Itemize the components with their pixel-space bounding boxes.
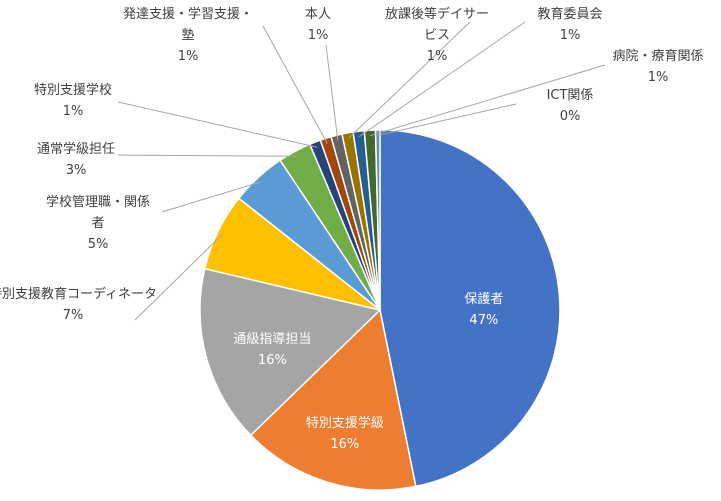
slice-label-9: 放課後等デイサービス [385,6,489,43]
slice-percent-9: 1% [427,49,448,64]
leader-line-6 [117,101,318,148]
leader-line-10 [359,21,526,138]
leader-line-4 [161,181,262,213]
leader-line-12 [377,103,517,136]
slice-label-6: 特別支援学校 [34,82,112,98]
leader-line-9 [348,21,471,139]
leader-line-5 [117,154,298,157]
slice-label-10: 教育委員会 [537,6,602,22]
slices-layer [199,129,561,491]
slice-percent-2: 16% [258,353,287,368]
slice-label-0: 保護者 [464,291,503,307]
slice-percent-8: 1% [308,28,329,43]
slice-percent-4: 5% [88,237,109,252]
slice-label-8: 本人 [305,7,331,22]
slice-label-2: 通級指導担当 [233,332,311,347]
leader-line-3 [134,233,224,321]
leader-line-8 [325,44,339,141]
slice-percent-1: 16% [330,437,359,452]
leader-line-11 [370,64,606,137]
leader-line-7 [262,25,328,144]
slice-percent-5: 3% [66,163,87,178]
slice-percent-0: 47% [469,313,498,328]
slice-label-7: 発達支援・学習支援・塾 [123,6,253,43]
slice-percent-12: 0% [560,109,581,124]
leader-lines-layer [117,21,606,321]
slice-percent-6: 1% [63,104,84,119]
slice-label-12: ICT関係 [547,88,594,103]
slice-label-4: 学校管理職・関係者 [46,194,150,231]
slice-percent-7: 1% [178,49,199,64]
slice-label-1: 特別支援学級 [306,415,384,431]
slice-1 [249,308,417,491]
slice-percent-10: 1% [560,28,581,43]
slice-12 [374,129,381,311]
slice-2 [199,267,382,437]
slice-label-3: 特別支援教育コーディネータ [0,286,157,302]
slice-label-11: 病院・療育関係 [612,48,703,64]
labels-layer: 保護者 47% 特別支援学級 16% 通級指導担当 16% 特別支援教育コーディネータ 7% 学… [0,6,704,452]
slice-percent-11: 1% [648,70,669,85]
slice-label-5: 通常学級担任 [37,141,115,157]
slice-percent-3: 7% [63,308,84,323]
slice-0 [379,129,561,488]
